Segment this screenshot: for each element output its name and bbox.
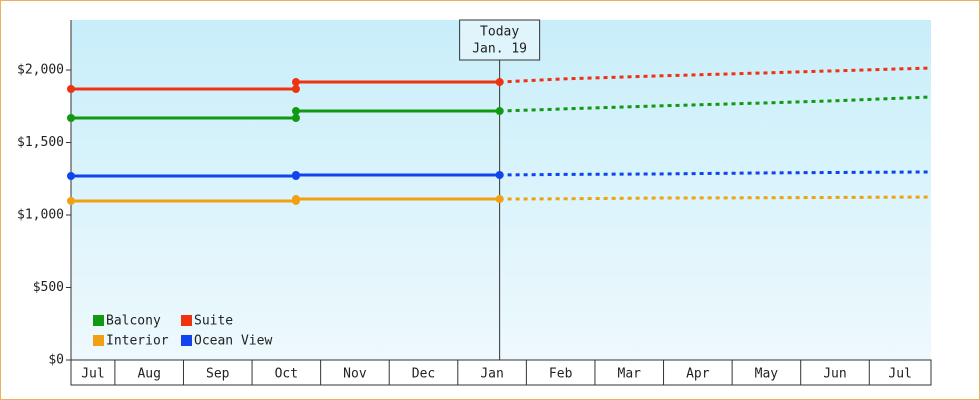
x-tick-label: Oct xyxy=(275,367,298,382)
point xyxy=(495,107,504,116)
legend-label: Suite xyxy=(194,314,233,329)
x-tick-label: Jul xyxy=(81,367,104,382)
x-axis-band xyxy=(70,359,932,386)
legend-swatch xyxy=(181,335,192,346)
y-tick-label: $1,000 xyxy=(17,208,64,223)
point xyxy=(291,78,300,87)
y-tick-label: $1,500 xyxy=(17,135,64,150)
point xyxy=(67,114,75,123)
point xyxy=(495,195,504,204)
legend-label: Balcony xyxy=(106,314,161,329)
plot-area xyxy=(71,20,931,360)
legend-swatch xyxy=(93,315,104,326)
today-label: Jan. 19 xyxy=(472,42,527,57)
point xyxy=(67,196,75,205)
point xyxy=(291,107,300,116)
x-tick-label: Nov xyxy=(343,367,367,382)
x-tick-label: Jun xyxy=(823,367,846,382)
y-tick-label: $0 xyxy=(48,353,64,368)
point xyxy=(291,114,300,123)
x-tick-label: Sep xyxy=(206,367,230,382)
point xyxy=(67,85,75,94)
solid-line xyxy=(71,173,500,178)
y-tick-label: $2,000 xyxy=(17,63,64,78)
x-tick-label: May xyxy=(755,367,779,382)
x-tick-label: Aug xyxy=(137,367,160,382)
legend-swatch xyxy=(93,335,104,346)
point xyxy=(291,85,300,94)
forecast-line xyxy=(499,170,932,177)
point xyxy=(291,195,300,204)
point xyxy=(495,170,504,179)
x-tick-label: Jan xyxy=(480,367,503,382)
point xyxy=(67,172,75,181)
today-label: Today xyxy=(480,25,519,40)
x-tick-label: Apr xyxy=(686,367,710,382)
point xyxy=(495,78,504,87)
x-tick-label: Dec xyxy=(412,367,435,382)
x-tick-label: Jul xyxy=(888,367,911,382)
today-box xyxy=(459,19,541,61)
legend-swatch xyxy=(181,315,192,326)
forecast-line xyxy=(499,195,932,201)
point xyxy=(291,170,300,179)
x-tick-label: Mar xyxy=(618,367,642,382)
legend-label: Ocean View xyxy=(194,334,272,349)
y-tick-label: $500 xyxy=(33,280,64,295)
legend-label: Interior xyxy=(106,334,169,349)
x-tick-label: Feb xyxy=(549,367,573,382)
forecast-line xyxy=(499,95,932,113)
forecast-line xyxy=(499,66,932,84)
